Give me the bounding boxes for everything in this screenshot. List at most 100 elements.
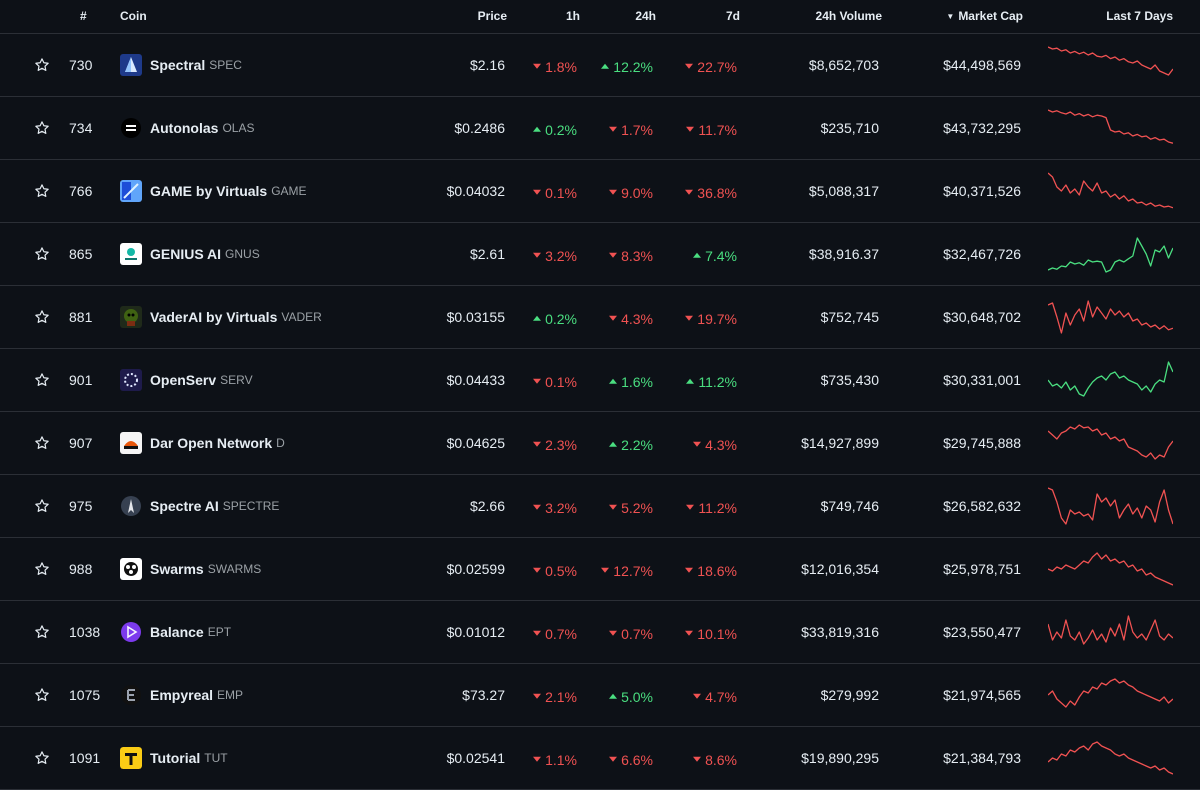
sparkline-line xyxy=(1047,109,1174,144)
header-7d[interactable]: 7d xyxy=(725,9,740,23)
coin-price: $2.66 xyxy=(469,498,505,514)
swarms-logo xyxy=(120,558,142,580)
coin-market-cap: $44,498,569 xyxy=(943,57,1021,73)
coin-link[interactable]: Dar Open Network D xyxy=(120,432,285,454)
coin-symbol: GAME xyxy=(271,184,307,198)
header-coin[interactable]: Coin xyxy=(120,9,147,23)
caret-down-icon xyxy=(609,126,618,132)
coin-rank: 1038 xyxy=(69,624,101,640)
coin-link[interactable]: Spectre AI SPECTRE xyxy=(120,495,279,517)
header-market-cap[interactable]: ▼ Market Cap xyxy=(946,9,1023,23)
caret-down-icon xyxy=(609,630,618,636)
header-price[interactable]: Price xyxy=(477,9,507,23)
caret-down-icon xyxy=(609,756,618,762)
coin-price: $0.01012 xyxy=(446,624,505,640)
coin-link[interactable]: GENIUS AI GNUS xyxy=(120,243,260,265)
coin-name: Balance xyxy=(150,624,204,640)
sparkline-chart xyxy=(1047,46,1174,76)
header-24h[interactable]: 24h xyxy=(635,9,656,23)
coin-volume-24h: $12,016,354 xyxy=(801,561,879,577)
sparkline-7d xyxy=(1047,672,1174,718)
coin-link[interactable]: Autonolas OLAS xyxy=(120,117,254,139)
change-7d: 4.3% xyxy=(693,436,737,452)
change-24h: 5.0% xyxy=(609,688,653,704)
coin-link[interactable]: Spectral SPEC xyxy=(120,54,242,76)
caret-down-icon xyxy=(693,693,702,699)
table-row[interactable]: 1075 Empyreal EMP $73.27 2.1% 5.0% 4.7% $279,99… xyxy=(0,664,1200,727)
coin-link[interactable]: OpenServ SERV xyxy=(120,369,253,391)
caret-down-icon xyxy=(601,567,610,573)
coin-rank: 730 xyxy=(69,57,93,73)
header-24h-volume[interactable]: 24h Volume xyxy=(815,9,882,23)
caret-up-icon xyxy=(601,63,610,69)
sparkline-line xyxy=(1047,552,1174,586)
coin-price: $2.16 xyxy=(469,57,505,73)
change-7d: 10.1% xyxy=(685,625,737,641)
sparkline-chart xyxy=(1047,678,1174,708)
coin-link[interactable]: GAME by Virtuals GAME xyxy=(120,180,307,202)
coin-price: $0.04625 xyxy=(446,435,505,451)
coin-volume-24h: $735,430 xyxy=(820,372,879,388)
header-1h[interactable]: 1h xyxy=(565,9,580,23)
sparkline-chart xyxy=(1047,741,1174,775)
coin-rank: 865 xyxy=(69,246,93,262)
change-7d: 11.7% xyxy=(686,121,737,137)
coin-market-cap: $43,732,295 xyxy=(943,120,1021,136)
table-row[interactable]: 975 Spectre AI SPECTRE $2.66 3.2% 5.2% 11.2% $7… xyxy=(0,475,1200,538)
star-icon[interactable] xyxy=(34,120,50,136)
change-24h: 4.3% xyxy=(609,310,653,326)
change-24h: 9.0% xyxy=(609,184,653,200)
table-row[interactable]: 730 Spectral SPEC $2.16 1.8% 12.2% 22.7% $8,652… xyxy=(0,34,1200,97)
caret-down-icon xyxy=(609,189,618,195)
coin-name: Dar Open Network xyxy=(150,435,273,451)
star-icon[interactable] xyxy=(34,183,50,199)
coin-name: Autonolas xyxy=(150,120,219,136)
star-icon[interactable] xyxy=(34,309,50,325)
coin-market-cap: $30,648,702 xyxy=(943,309,1021,325)
sparkline-chart xyxy=(1047,487,1174,525)
coin-link[interactable]: Empyreal EMP xyxy=(120,684,243,706)
coin-volume-24h: $752,745 xyxy=(820,309,879,325)
table-row[interactable]: 901 OpenServ SERV $0.04433 0.1% 1.6% 11.2% $735… xyxy=(0,349,1200,412)
caret-down-icon xyxy=(685,630,694,636)
caret-down-icon xyxy=(685,63,694,69)
spectre-logo xyxy=(120,495,142,517)
star-icon[interactable] xyxy=(34,750,50,766)
coin-link[interactable]: VaderAI by Virtuals VADER xyxy=(120,306,322,328)
caret-down-icon xyxy=(533,63,542,69)
change-7d: 11.2% xyxy=(686,373,737,389)
header-rank[interactable]: # xyxy=(80,9,87,23)
coin-rank: 907 xyxy=(69,435,93,451)
table-row[interactable]: 865 GENIUS AI GNUS $2.61 3.2% 8.3% 7.4% $38,916… xyxy=(0,223,1200,286)
sparkline-line xyxy=(1047,172,1174,209)
sparkline-line xyxy=(1047,615,1174,645)
coin-link[interactable]: Balance EPT xyxy=(120,621,231,643)
sort-desc-icon: ▼ xyxy=(946,12,955,21)
table-row[interactable]: 1038 Balance EPT $0.01012 0.7% 0.7% 10.1% $33,8… xyxy=(0,601,1200,664)
table-row[interactable]: 907 Dar Open Network D $0.04625 2.3% 2.2% 4.3%… xyxy=(0,412,1200,475)
caret-down-icon xyxy=(533,189,542,195)
sparkline-line xyxy=(1047,741,1174,775)
coin-rank: 881 xyxy=(69,309,93,325)
star-icon[interactable] xyxy=(34,372,50,388)
table-row[interactable]: 734 Autonolas OLAS $0.2486 0.2% 1.7% 11.7% $235… xyxy=(0,97,1200,160)
table-row[interactable]: 881 VaderAI by Virtuals VADER $0.03155 0.2% 4… xyxy=(0,286,1200,349)
caret-down-icon xyxy=(533,252,542,258)
coin-link[interactable]: Swarms SWARMS xyxy=(120,558,261,580)
star-icon[interactable] xyxy=(34,57,50,73)
star-icon[interactable] xyxy=(34,246,50,262)
star-icon[interactable] xyxy=(34,498,50,514)
coin-link[interactable]: Tutorial TUT xyxy=(120,747,228,769)
star-icon[interactable] xyxy=(34,561,50,577)
change-7d: 19.7% xyxy=(685,310,737,326)
coin-rank: 734 xyxy=(69,120,93,136)
star-icon[interactable] xyxy=(34,624,50,640)
table-row[interactable]: 1091 Tutorial TUT $0.02541 1.1% 6.6% 8.6% $19,8… xyxy=(0,727,1200,790)
table-row[interactable]: 766 GAME by Virtuals GAME $0.04032 0.1% 9.0% 3… xyxy=(0,160,1200,223)
star-icon[interactable] xyxy=(34,435,50,451)
star-icon[interactable] xyxy=(34,687,50,703)
table-row[interactable]: 988 Swarms SWARMS $0.02599 0.5% 12.7% 18.6% $12… xyxy=(0,538,1200,601)
caret-up-icon xyxy=(609,441,618,447)
openserv-logo xyxy=(120,369,142,391)
sparkline-chart xyxy=(1047,172,1174,209)
